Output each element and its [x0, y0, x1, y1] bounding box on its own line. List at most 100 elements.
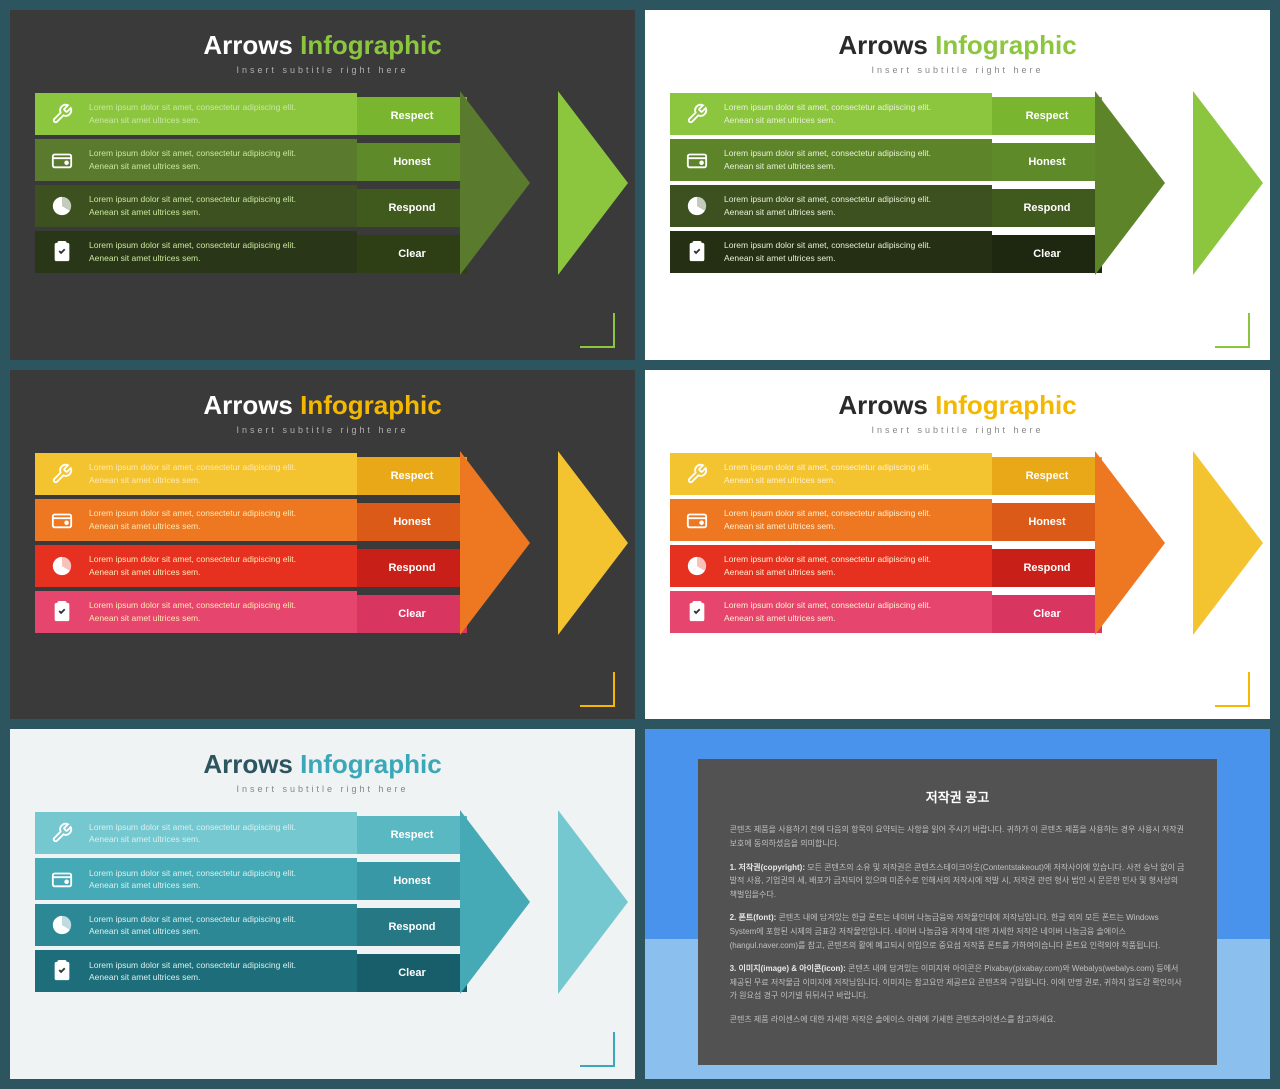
arrow-tip-outer — [558, 451, 628, 635]
band-description: Lorem ipsum dolor sit amet, consectetur … — [724, 239, 954, 265]
arrow-label: Respect — [357, 97, 467, 135]
arrow-tip-outer — [558, 810, 628, 994]
tools-icon — [682, 459, 712, 489]
arrow-band: Lorem ipsum dolor sit amet, consectetur … — [35, 591, 357, 633]
arrow-label: Respect — [992, 457, 1102, 495]
arrows-container: Lorem ipsum dolor sit amet, consectetur … — [35, 93, 610, 273]
arrow-label: Honest — [992, 143, 1102, 181]
arrows-container: Lorem ipsum dolor sit amet, consectetur … — [670, 93, 1245, 273]
arrow-label: Respond — [357, 549, 467, 587]
copyright-slide: 저작권 공고콘텐츠 제품을 사용하기 전에 다음의 항목이 요약되는 사항을 읽… — [645, 729, 1270, 1079]
arrow-tip-inner — [1095, 91, 1165, 275]
arrow-label: Respond — [357, 189, 467, 227]
tools-icon — [47, 99, 77, 129]
arrow-band: Lorem ipsum dolor sit amet, consectetur … — [35, 545, 357, 587]
arrow-tip-inner — [460, 451, 530, 635]
infographic-slide: Arrows Infographic Insert subtitle right … — [645, 370, 1270, 720]
slide-title: Arrows Infographic — [670, 390, 1245, 421]
band-description: Lorem ipsum dolor sit amet, consectetur … — [89, 461, 319, 487]
pie-icon — [47, 191, 77, 221]
clipboard-icon — [47, 597, 77, 627]
arrow-band: Lorem ipsum dolor sit amet, consectetur … — [35, 858, 357, 900]
tools-icon — [47, 818, 77, 848]
arrow-band: Lorem ipsum dolor sit amet, consectetur … — [670, 545, 992, 587]
band-description: Lorem ipsum dolor sit amet, consectetur … — [89, 239, 319, 265]
arrow-band: Lorem ipsum dolor sit amet, consectetur … — [670, 453, 992, 495]
arrow-band: Lorem ipsum dolor sit amet, consectetur … — [670, 139, 992, 181]
band-description: Lorem ipsum dolor sit amet, consectetur … — [724, 599, 954, 625]
clipboard-icon — [47, 956, 77, 986]
slide-subtitle: Insert subtitle right here — [35, 784, 610, 794]
arrow-band: Lorem ipsum dolor sit amet, consectetur … — [35, 812, 357, 854]
slide-title: Arrows Infographic — [35, 30, 610, 61]
arrow-label: Clear — [357, 235, 467, 273]
wallet-icon — [47, 864, 77, 894]
band-description: Lorem ipsum dolor sit amet, consectetur … — [724, 461, 954, 487]
arrow-band: Lorem ipsum dolor sit amet, consectetur … — [35, 904, 357, 946]
arrow-label: Clear — [357, 954, 467, 992]
arrow-tip-outer — [1193, 451, 1263, 635]
arrow-label: Respect — [992, 97, 1102, 135]
arrow-label: Respond — [357, 908, 467, 946]
tools-icon — [47, 459, 77, 489]
band-description: Lorem ipsum dolor sit amet, consectetur … — [89, 193, 319, 219]
arrow-label: Respect — [357, 816, 467, 854]
arrow-tip-outer — [558, 91, 628, 275]
slide-title: Arrows Infographic — [670, 30, 1245, 61]
infographic-slide: Arrows Infographic Insert subtitle right … — [10, 729, 635, 1079]
arrow-label: Clear — [992, 595, 1102, 633]
arrows-container: Lorem ipsum dolor sit amet, consectetur … — [35, 812, 610, 992]
copyright-title: 저작권 공고 — [730, 787, 1186, 809]
slide-subtitle: Insert subtitle right here — [35, 425, 610, 435]
slide-subtitle: Insert subtitle right here — [670, 425, 1245, 435]
corner-accent — [580, 313, 615, 348]
band-description: Lorem ipsum dolor sit amet, consectetur … — [724, 507, 954, 533]
wallet-icon — [682, 145, 712, 175]
wallet-icon — [47, 145, 77, 175]
slide-title: Arrows Infographic — [35, 749, 610, 780]
arrow-band: Lorem ipsum dolor sit amet, consectetur … — [35, 499, 357, 541]
pie-icon — [682, 551, 712, 581]
band-description: Lorem ipsum dolor sit amet, consectetur … — [89, 867, 319, 893]
clipboard-icon — [682, 237, 712, 267]
corner-accent — [1215, 672, 1250, 707]
band-description: Lorem ipsum dolor sit amet, consectetur … — [89, 913, 319, 939]
infographic-slide: Arrows Infographic Insert subtitle right … — [645, 10, 1270, 360]
arrow-band: Lorem ipsum dolor sit amet, consectetur … — [35, 950, 357, 992]
clipboard-icon — [47, 237, 77, 267]
arrow-label: Clear — [357, 595, 467, 633]
band-description: Lorem ipsum dolor sit amet, consectetur … — [89, 553, 319, 579]
band-description: Lorem ipsum dolor sit amet, consectetur … — [724, 553, 954, 579]
arrow-label: Respond — [992, 189, 1102, 227]
band-description: Lorem ipsum dolor sit amet, consectetur … — [89, 147, 319, 173]
copyright-paragraph: 2. 폰트(font): 콘텐츠 내에 담겨있는 한글 폰트는 네이버 나눔금융… — [730, 911, 1186, 952]
infographic-slide: Arrows Infographic Insert subtitle right … — [10, 370, 635, 720]
arrow-label: Respect — [357, 457, 467, 495]
slide-subtitle: Insert subtitle right here — [670, 65, 1245, 75]
corner-accent — [580, 1032, 615, 1067]
copyright-paragraph: 콘텐츠 제품 라이센스에 대한 자세한 저작은 솔에이스 아래에 기세한 콘텐츠… — [730, 1013, 1186, 1027]
arrow-tip-inner — [460, 810, 530, 994]
arrow-tip-inner — [1095, 451, 1165, 635]
clipboard-icon — [682, 597, 712, 627]
arrow-label: Respond — [992, 549, 1102, 587]
copyright-paragraph: 3. 이미지(image) & 아이콘(icon): 콘텐츠 내에 담겨있는 이… — [730, 962, 1186, 1003]
corner-accent — [580, 672, 615, 707]
arrow-label: Honest — [357, 503, 467, 541]
band-description: Lorem ipsum dolor sit amet, consectetur … — [89, 959, 319, 985]
arrow-band: Lorem ipsum dolor sit amet, consectetur … — [35, 453, 357, 495]
slide-subtitle: Insert subtitle right here — [35, 65, 610, 75]
band-description: Lorem ipsum dolor sit amet, consectetur … — [89, 101, 319, 127]
slide-grid: Arrows Infographic Insert subtitle right … — [0, 0, 1280, 1089]
band-description: Lorem ipsum dolor sit amet, consectetur … — [724, 147, 954, 173]
arrow-tip-outer — [1193, 91, 1263, 275]
arrow-label: Honest — [357, 862, 467, 900]
infographic-slide: Arrows Infographic Insert subtitle right … — [10, 10, 635, 360]
band-description: Lorem ipsum dolor sit amet, consectetur … — [724, 193, 954, 219]
arrow-label: Honest — [992, 503, 1102, 541]
arrow-label: Honest — [357, 143, 467, 181]
arrow-band: Lorem ipsum dolor sit amet, consectetur … — [670, 93, 992, 135]
arrow-band: Lorem ipsum dolor sit amet, consectetur … — [35, 93, 357, 135]
slide-title: Arrows Infographic — [35, 390, 610, 421]
tools-icon — [682, 99, 712, 129]
